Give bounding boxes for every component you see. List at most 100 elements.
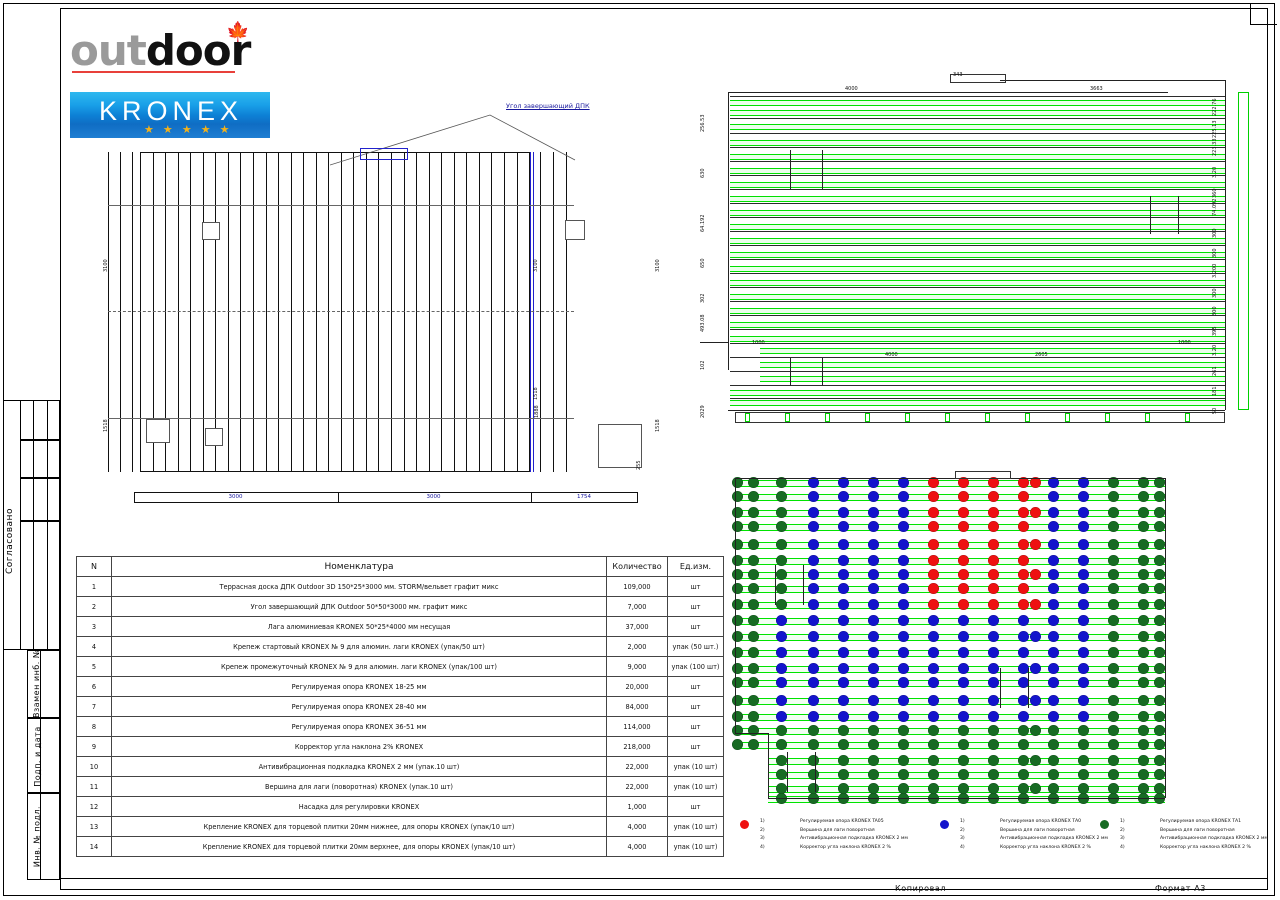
table-row: 10 Антивибрационная подкладка KRONEX 2 мм… (76, 756, 724, 777)
pedestal-support-dot (1048, 677, 1059, 688)
edge-profile-tick (1145, 413, 1150, 422)
joist-separator (822, 358, 823, 386)
pedestal-support-dot (1108, 695, 1119, 706)
legend-item-number: 4) (960, 844, 965, 850)
board-edge-line (730, 175, 1225, 176)
pedestal-support-dot (868, 615, 879, 626)
pedestal-support-dot (1030, 569, 1041, 580)
pedestal-support-dot (1108, 769, 1119, 780)
pedestal-support-dot (1018, 695, 1029, 706)
pedestal-support-dot (898, 755, 909, 766)
table-cell-name: Крепеж промежуточный KRONEX № 9 для алюм… (111, 656, 607, 677)
pedestal-support-dot (732, 631, 743, 642)
pedestal-support-dot (1018, 739, 1029, 750)
pedestal-support-dot (1154, 507, 1165, 518)
joist-top-block (950, 74, 1006, 83)
pedestal-support-dot (1154, 711, 1165, 722)
aluminium-joist (730, 140, 1225, 146)
pedestal-support-dot (808, 769, 819, 780)
pedestal-support-dot (958, 599, 969, 610)
joist-dim-top-3: 3663 (1090, 86, 1103, 92)
pedestal-joist-line (735, 742, 1165, 749)
pedestal-support-dot (776, 599, 787, 610)
pedestal-support-dot (776, 521, 787, 532)
pedestal-support-dot (1138, 755, 1149, 766)
deck-board (340, 152, 342, 472)
pedestal-separator (815, 752, 816, 792)
pedestal-support-dot (1138, 631, 1149, 642)
legend-item-text: Антивибрационная подкладка KRONEX 2 мм (800, 836, 908, 842)
pedestal-support-dot (1154, 491, 1165, 502)
table-row: 4 Крепеж стартовый KRONEX № 9 для алюмин.… (76, 636, 724, 657)
pedestal-support-dot (1138, 555, 1149, 566)
pedestal-support-dot (1138, 739, 1149, 750)
pedestal-support-dot (1154, 569, 1165, 580)
joist-dim-right-6: 300 (1212, 228, 1218, 238)
deck-board (378, 152, 380, 472)
pedestal-support-dot (808, 677, 819, 688)
pedestal-support-dot (732, 539, 743, 550)
pedestal-support-dot (1048, 647, 1059, 658)
aluminium-joist (730, 280, 1225, 286)
pedestal-support-dot (1030, 755, 1041, 766)
pedestal-support-dot (928, 599, 939, 610)
joist-dim-right-3: 3.20 (1212, 166, 1218, 178)
pedestal-support-dot (958, 663, 969, 674)
deck-board (491, 152, 493, 472)
legend-item-text: Вершина для лаги поворотная (1000, 827, 1075, 833)
sheet-corner-notch (1250, 3, 1277, 25)
pedestal-support-dot (808, 663, 819, 674)
table-cell-n: 13 (76, 816, 112, 837)
pedestal-support-dot (898, 539, 909, 550)
pedestal-support-dot (1138, 539, 1149, 550)
pedestal-support-dot (838, 599, 849, 610)
legend-item-number: 3) (760, 836, 765, 842)
pedestal-support-dot (1078, 711, 1089, 722)
deck-board (215, 152, 217, 472)
plan-edge-board-left2 (120, 152, 121, 472)
aluminium-joist (730, 110, 1225, 116)
table-cell-n: 1 (76, 576, 112, 597)
joist-right-outline (1225, 80, 1226, 410)
joist-dim-right-13: 261 (1212, 366, 1218, 376)
pedestal-support-dot (808, 615, 819, 626)
pedestal-support-dot (1078, 491, 1089, 502)
pedestal-support-dot (1030, 725, 1041, 736)
board-edge-line (730, 96, 1225, 97)
joist-top-outline-right (1000, 80, 1225, 81)
joist-dim-left-1: 256.53 (700, 114, 706, 133)
legend-item-text: Антивибрационная подкладка KRONEX 2 мм (1000, 836, 1108, 842)
table-cell-name: Регулируемая опора KRONEX 28-40 мм (111, 696, 607, 717)
pedestal-support-dot (808, 539, 819, 550)
board-edge-line (730, 259, 1225, 260)
pedestal-support-dot (928, 725, 939, 736)
pedestal-separator (775, 565, 776, 605)
table-cell-qty: 7,000 (606, 596, 668, 617)
pedestal-support-dot (928, 711, 939, 722)
edge-profile-strip (735, 412, 1225, 423)
pedestal-support-dot (898, 521, 909, 532)
joist-dim-right-11: 395 (1212, 326, 1218, 336)
aluminium-joist (730, 224, 1225, 230)
pedestal-support-dot (988, 521, 999, 532)
pedestal-support-dot (1018, 507, 1029, 518)
pedestal-support-dot (1078, 769, 1089, 780)
sheet-border-inner (60, 8, 1268, 890)
pedestal-support-dot (1108, 711, 1119, 722)
pedestal-support-dot (1048, 631, 1059, 642)
pedestal-support-dot (1018, 599, 1029, 610)
pedestal-support-dot (838, 725, 849, 736)
pedestal-support-dot (1018, 677, 1029, 688)
plan-leader-lines (330, 114, 576, 166)
pedestal-support-dot (988, 507, 999, 518)
table-cell-unit: упак (10 шт) (667, 756, 724, 777)
aluminium-joist (730, 154, 1225, 160)
bottom-rule (60, 878, 1268, 879)
joist-dim-bottom-2: 4000 (885, 352, 898, 358)
pedestal-joist-line (735, 650, 1165, 657)
pedestal-support-dot (838, 477, 849, 488)
joist-dim-bottom-3: 2605 (1035, 352, 1048, 358)
pedestal-support-dot (1048, 695, 1059, 706)
pedestal-outline-top (735, 478, 1165, 479)
pedestal-support-dot (1108, 677, 1119, 688)
